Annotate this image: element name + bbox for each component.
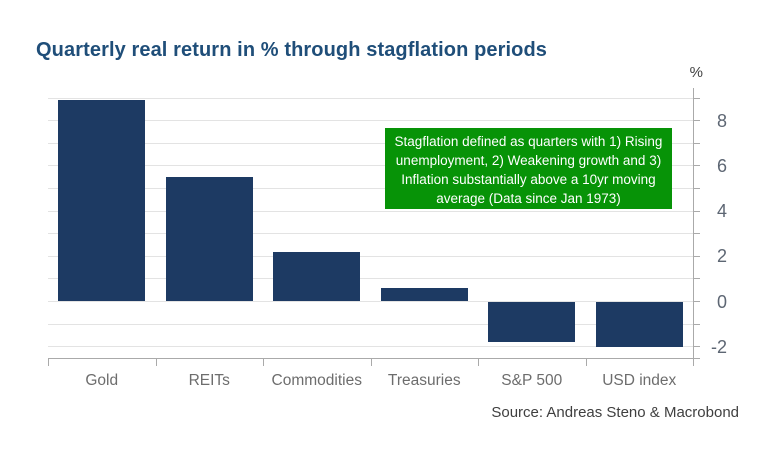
gridline	[48, 120, 693, 122]
gridline	[48, 165, 693, 167]
y-axis-tick-label: 2	[716, 246, 727, 267]
y-axis-tick	[694, 278, 700, 280]
annotation-line: Inflation substantially above a 10yr mov…	[401, 172, 656, 187]
x-axis-tick	[693, 359, 694, 366]
y-axis-tick	[694, 188, 700, 189]
y-axis-tick	[694, 323, 700, 325]
y-axis-tick	[694, 210, 700, 212]
bar-gold	[58, 100, 146, 302]
gridline	[48, 278, 693, 280]
y-axis-tick-label: 6	[716, 155, 727, 176]
y-axis-tick	[694, 120, 700, 122]
gridline	[48, 255, 693, 257]
category-label-commodities: Commodities	[271, 372, 362, 389]
bar-reits	[165, 177, 253, 302]
gridline	[48, 210, 693, 212]
bar-commodities	[273, 251, 361, 302]
annotation-line: Stagflation defined as quarters with 1) …	[394, 134, 663, 149]
y-axis-tick	[694, 301, 700, 302]
y-axis-tick	[694, 97, 700, 99]
source-text: Source: Andreas Steno & Macrobond	[491, 404, 739, 421]
gridline	[48, 323, 693, 325]
category-label-treasuries: Treasuries	[387, 372, 461, 389]
y-axis-tick	[694, 346, 700, 348]
category-label-s-p-500: S&P 500	[501, 372, 563, 389]
annotation-line: unemployment, 2) Weakening growth and 3)	[395, 153, 662, 168]
gridline	[48, 233, 693, 235]
gridline	[48, 301, 693, 302]
x-axis-tick	[48, 359, 49, 366]
y-axis-tick-label: 0	[716, 291, 727, 312]
y-axis-tick-label: 4	[716, 201, 727, 222]
x-axis-tick	[155, 359, 157, 366]
bar-s-p-500	[488, 301, 576, 343]
bar-usd-index	[595, 301, 683, 347]
gridline	[48, 97, 693, 99]
x-axis-tick	[370, 359, 372, 366]
x-axis-tick	[263, 359, 264, 366]
y-axis-unit-label: %	[689, 64, 703, 81]
y-axis-tick	[694, 165, 700, 167]
gridline	[48, 188, 693, 189]
y-axis-tick-label: -2	[710, 336, 727, 357]
y-axis-tick	[694, 233, 700, 235]
x-axis-tick	[585, 359, 587, 366]
y-axis-line	[693, 88, 694, 358]
y-axis-tick	[694, 255, 700, 257]
x-axis-line	[48, 358, 700, 359]
x-axis-tick	[478, 359, 479, 366]
chart-title: Quarterly real return in % through stagf…	[36, 39, 548, 61]
annotation-line: average (Data since Jan 1973)	[436, 191, 621, 206]
category-label-gold: Gold	[85, 372, 119, 389]
category-label-usd-index: USD index	[602, 372, 677, 389]
y-axis-tick	[694, 142, 700, 144]
gridline	[48, 142, 693, 144]
annotation-box: Stagflation defined as quarters with 1) …	[385, 128, 672, 209]
category-label-reits: REITs	[188, 372, 230, 389]
bar-treasuries	[380, 287, 468, 302]
gridline	[48, 346, 693, 348]
y-axis-tick-label: 8	[716, 110, 727, 131]
